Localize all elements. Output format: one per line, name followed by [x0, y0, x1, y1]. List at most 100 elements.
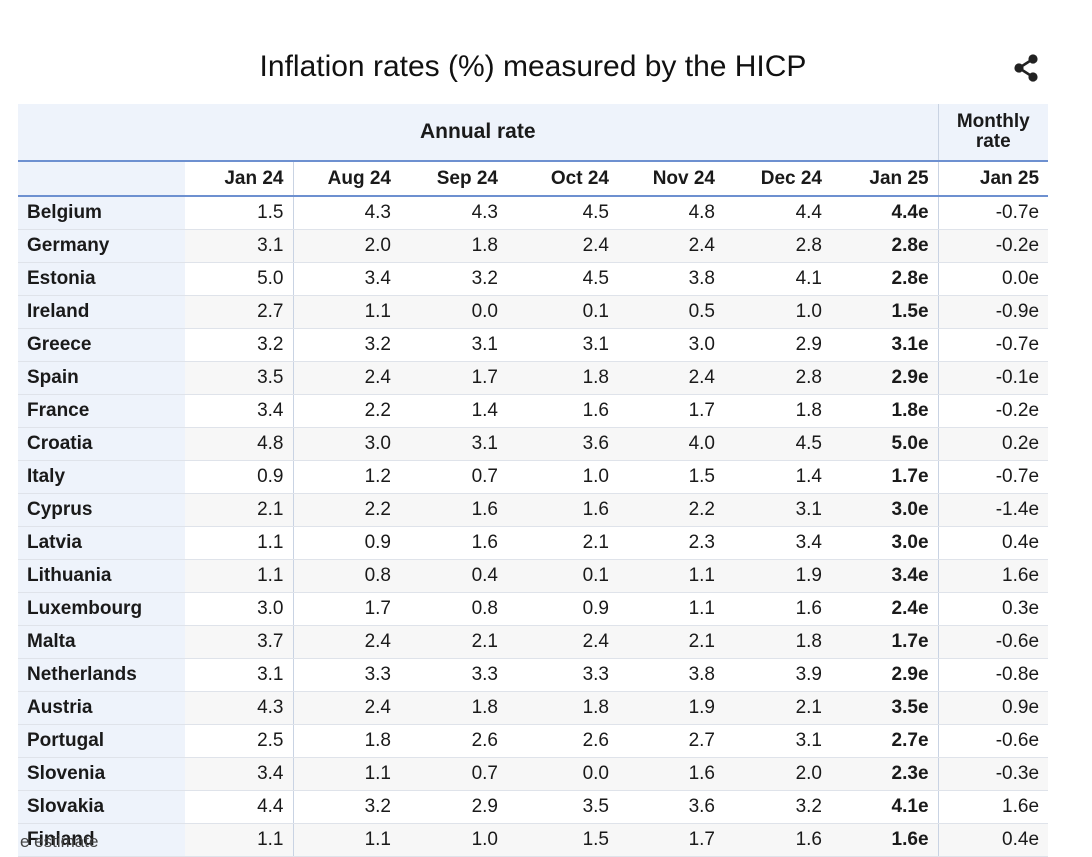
annual-rate-cell: 2.2	[293, 493, 400, 527]
table-row: Estonia 5.0 3.4 3.2 4.5 3.8 4.1 2.8e 0.0e	[18, 262, 1049, 296]
annual-rate-cell: 1.7e	[831, 625, 939, 659]
country-cell: Latvia	[18, 526, 185, 560]
annual-rate-cell: 2.1	[618, 625, 724, 659]
country-cell: Spain	[18, 361, 185, 395]
monthly-rate-cell: 0.9e	[937, 691, 1049, 725]
annual-rate-cell: 0.0	[507, 757, 618, 791]
monthly-rate-cell: 0.4e	[937, 823, 1049, 857]
monthly-rate-cell: 1.6e	[937, 559, 1049, 593]
annual-rate-cell: 1.1	[618, 559, 724, 593]
table-row: Greece 3.2 3.2 3.1 3.1 3.0 2.9 3.1e -0.7e	[18, 328, 1049, 362]
annual-rate-cell: 1.2	[293, 460, 400, 494]
column-header: Dec 24	[724, 160, 831, 197]
annual-rate-cell: 1.5	[618, 460, 724, 494]
country-cell: Cyprus	[18, 493, 185, 527]
annual-rate-cell: 4.5	[724, 427, 831, 461]
column-header: Jan 25	[831, 160, 939, 197]
annual-rate-cell: 3.0e	[831, 526, 939, 560]
country-cell: Estonia	[18, 262, 185, 296]
column-header: Oct 24	[507, 160, 618, 197]
annual-rate-cell: 4.3	[400, 196, 507, 230]
annual-rate-cell: 3.0	[185, 592, 294, 626]
monthly-rate-cell: 1.6e	[937, 790, 1049, 824]
annual-rate-cell: 0.4	[400, 559, 507, 593]
annual-rate-cell: 1.8e	[831, 394, 939, 428]
annual-rate-cell: 1.1	[185, 526, 294, 560]
annual-rate-cell: 2.4	[618, 229, 724, 263]
country-cell: Slovakia	[18, 790, 185, 824]
annual-rate-cell: 3.4	[185, 757, 294, 791]
table-row: Cyprus 2.1 2.2 1.6 1.6 2.2 3.1 3.0e -1.4e	[18, 493, 1049, 527]
annual-rate-cell: 1.1	[293, 295, 400, 329]
table-row: Spain 3.5 2.4 1.7 1.8 2.4 2.8 2.9e -0.1e	[18, 361, 1049, 395]
annual-rate-cell: 1.1	[185, 823, 294, 857]
annual-rate-cell: 1.6	[724, 592, 831, 626]
annual-rate-cell: 4.3	[185, 691, 294, 725]
annual-rate-cell: 0.1	[507, 295, 618, 329]
monthly-rate-header: Monthly rate	[937, 104, 1049, 161]
annual-rate-cell: 2.6	[507, 724, 618, 758]
annual-rate-cell: 1.8	[507, 691, 618, 725]
annual-rate-cell: 2.4	[618, 361, 724, 395]
annual-rate-cell: 1.7	[400, 361, 507, 395]
annual-rate-cell: 3.5e	[831, 691, 939, 725]
annual-rate-cell: 3.1	[507, 328, 618, 362]
monthly-rate-cell: -0.2e	[937, 394, 1049, 428]
annual-rate-cell: 2.9	[400, 790, 507, 824]
country-cell: Malta	[18, 625, 185, 659]
table-row: Latvia 1.1 0.9 1.6 2.1 2.3 3.4 3.0e 0.4e	[18, 526, 1049, 560]
share-icon[interactable]	[1010, 52, 1042, 84]
annual-rate-cell: 3.4e	[831, 559, 939, 593]
country-cell: Luxembourg	[18, 592, 185, 626]
monthly-rate-cell: -0.7e	[937, 196, 1049, 230]
annual-rate-cell: 3.0e	[831, 493, 939, 527]
chart-title: Inflation rates (%) measured by the HICP	[259, 50, 807, 83]
annual-rate-cell: 3.1	[400, 328, 507, 362]
table-row: Luxembourg 3.0 1.7 0.8 0.9 1.1 1.6 2.4e 0.3e	[18, 592, 1049, 626]
annual-rate-cell: 2.7	[185, 295, 294, 329]
country-cell: Austria	[18, 691, 185, 725]
annual-rate-cell: 2.4	[507, 625, 618, 659]
annual-rate-cell: 1.4	[724, 460, 831, 494]
table-row: Netherlands 3.1 3.3 3.3 3.3 3.8 3.9 2.9e -0.8e	[18, 658, 1049, 692]
table-row: France 3.4 2.2 1.4 1.6 1.7 1.8 1.8e -0.2e	[18, 394, 1049, 428]
annual-rate-cell: 3.1e	[831, 328, 939, 362]
annual-rate-cell: 1.8	[724, 625, 831, 659]
annual-rate-cell: 2.6	[400, 724, 507, 758]
annual-rate-cell: 2.3e	[831, 757, 939, 791]
annual-rate-cell: 3.1	[400, 427, 507, 461]
annual-rate-cell: 3.5	[185, 361, 294, 395]
annual-rate-cell: 1.6	[400, 493, 507, 527]
inflation-table: Annual rate Monthly rate Jan 24 Aug 24 Sep…	[18, 104, 1049, 857]
annual-rate-cell: 1.6	[507, 394, 618, 428]
annual-rate-cell: 1.9	[618, 691, 724, 725]
monthly-rate-cell: -0.2e	[937, 229, 1049, 263]
monthly-rate-cell: -0.8e	[937, 658, 1049, 692]
monthly-rate-cell: -0.7e	[937, 328, 1049, 362]
country-cell: Belgium	[18, 196, 185, 230]
annual-rate-cell: 2.1	[724, 691, 831, 725]
table-row: Finland 1.1 1.1 1.0 1.5 1.7 1.6 1.6e 0.4e	[18, 823, 1049, 857]
monthly-rate-cell: -0.1e	[937, 361, 1049, 395]
annual-rate-cell: 2.8e	[831, 229, 939, 263]
annual-rate-cell: 0.7	[400, 460, 507, 494]
annual-rate-cell: 3.1	[724, 493, 831, 527]
monthly-rate-cell: -0.9e	[937, 295, 1049, 329]
country-cell: Slovenia	[18, 757, 185, 791]
monthly-rate-cell: 0.3e	[937, 592, 1049, 626]
annual-rate-cell: 2.8	[724, 229, 831, 263]
annual-rate-cell: 3.0	[618, 328, 724, 362]
annual-rate-cell: 4.1	[724, 262, 831, 296]
header-corner	[18, 160, 185, 197]
annual-rate-cell: 1.9	[724, 559, 831, 593]
annual-rate-cell: 2.8	[724, 361, 831, 395]
annual-rate-cell: 2.1	[507, 526, 618, 560]
annual-rate-header: Annual rate	[18, 104, 939, 161]
annual-rate-cell: 4.4	[724, 196, 831, 230]
annual-rate-cell: 1.1	[618, 592, 724, 626]
annual-rate-cell: 2.4	[293, 691, 400, 725]
monthly-rate-cell: -0.3e	[937, 757, 1049, 791]
annual-rate-cell: 3.4	[293, 262, 400, 296]
annual-rate-cell: 5.0	[185, 262, 294, 296]
annual-rate-cell: 0.5	[618, 295, 724, 329]
